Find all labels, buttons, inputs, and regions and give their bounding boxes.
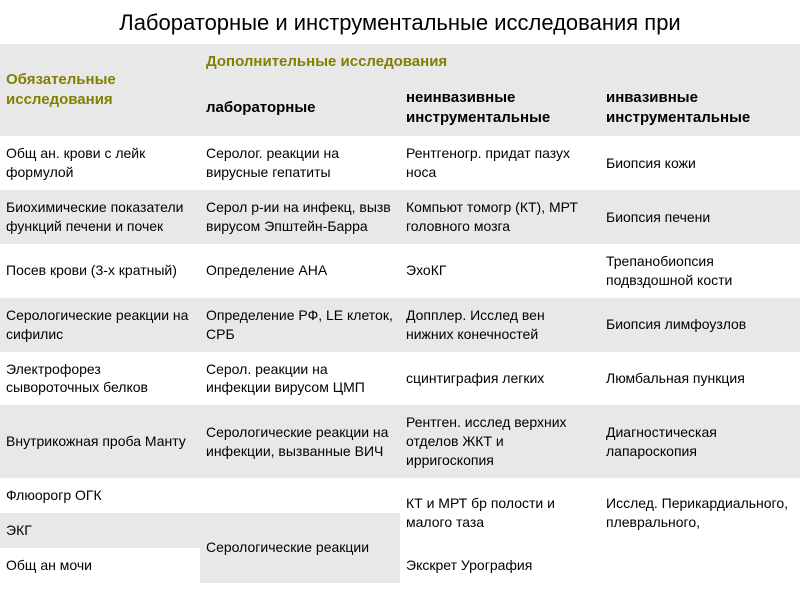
cell: КТ и МРТ бр полости и малого таза	[400, 478, 600, 548]
table-row: Флюорогр ОГК КТ и МРТ бр полости и малог…	[0, 478, 800, 513]
header-invasive: инвазивные инструментальные	[600, 80, 800, 137]
cell: Посев крови (3-х кратный)	[0, 244, 200, 298]
cell: Компьют томогр (КТ), МРТ головного мозга	[400, 190, 600, 244]
table-row: Серологические реакции на сифилис Опреде…	[0, 298, 800, 352]
cell: Серол. реакции на инфекции вирусом ЦМП	[200, 352, 400, 406]
cell: Рентген. исслед верхних отделов ЖКТ и ир…	[400, 405, 600, 478]
table-row: Электрофорез сывороточных белков Серол. …	[0, 352, 800, 406]
table-row: Общ ан. крови с лейк формулой Серолог. р…	[0, 136, 800, 190]
table-row: Внутрикожная проба Манту Серологические …	[0, 405, 800, 478]
cell: Биопсия кожи	[600, 136, 800, 190]
cell: Рентгеногр. придат пазух носа	[400, 136, 600, 190]
cell: Серологические реакции	[200, 513, 400, 583]
table-row: Общ ан мочи Экскрет Урография	[0, 548, 800, 583]
cell: Серологические реакции на сифилис	[0, 298, 200, 352]
cell: Экскрет Урография	[400, 548, 600, 583]
cell: Серолог. реакции на вирусные гепатиты	[200, 136, 400, 190]
header-obligatory: Обязательные исследования	[0, 44, 200, 137]
cell	[200, 478, 400, 513]
cell: Электрофорез сывороточных белков	[0, 352, 200, 406]
cell: Биохимические показатели функций печени …	[0, 190, 200, 244]
cell: Определение АНА	[200, 244, 400, 298]
table-row: Биохимические показатели функций печени …	[0, 190, 800, 244]
cell: ЭКГ	[0, 513, 200, 548]
studies-table: Обязательные исследования Дополнительные…	[0, 44, 800, 583]
cell	[600, 548, 800, 583]
cell: Биопсия печени	[600, 190, 800, 244]
cell: Трепанобиопсия подвздошной кости	[600, 244, 800, 298]
cell: Общ ан мочи	[0, 548, 200, 583]
cell: Внутрикожная проба Манту	[0, 405, 200, 478]
cell: сцинтиграфия легких	[400, 352, 600, 406]
cell: Люмбальная пункция	[600, 352, 800, 406]
header-noninvasive: неинвазивные инструментальные	[400, 80, 600, 137]
cell: Допплер. Исслед вен нижних конечностей	[400, 298, 600, 352]
cell: Определение РФ, LE клеток, СРБ	[200, 298, 400, 352]
cell: Биопсия лимфоузлов	[600, 298, 800, 352]
cell: Общ ан. крови с лейк формулой	[0, 136, 200, 190]
cell: ЭхоКГ	[400, 244, 600, 298]
page-title: Лабораторные и инструментальные исследов…	[0, 0, 800, 44]
header-additional: Дополнительные исследования	[200, 44, 800, 80]
cell: Диагностическая лапароскопия	[600, 405, 800, 478]
header-lab: лабораторные	[200, 80, 400, 137]
table-row: Посев крови (3-х кратный) Определение АН…	[0, 244, 800, 298]
cell: Исслед. Перикардиального, плеврального,	[600, 478, 800, 548]
cell: Флюорогр ОГК	[0, 478, 200, 513]
cell: Серологические реакции на инфекции, вызв…	[200, 405, 400, 478]
cell: Серол р-ии на инфекц, вызв вирусом Эпште…	[200, 190, 400, 244]
